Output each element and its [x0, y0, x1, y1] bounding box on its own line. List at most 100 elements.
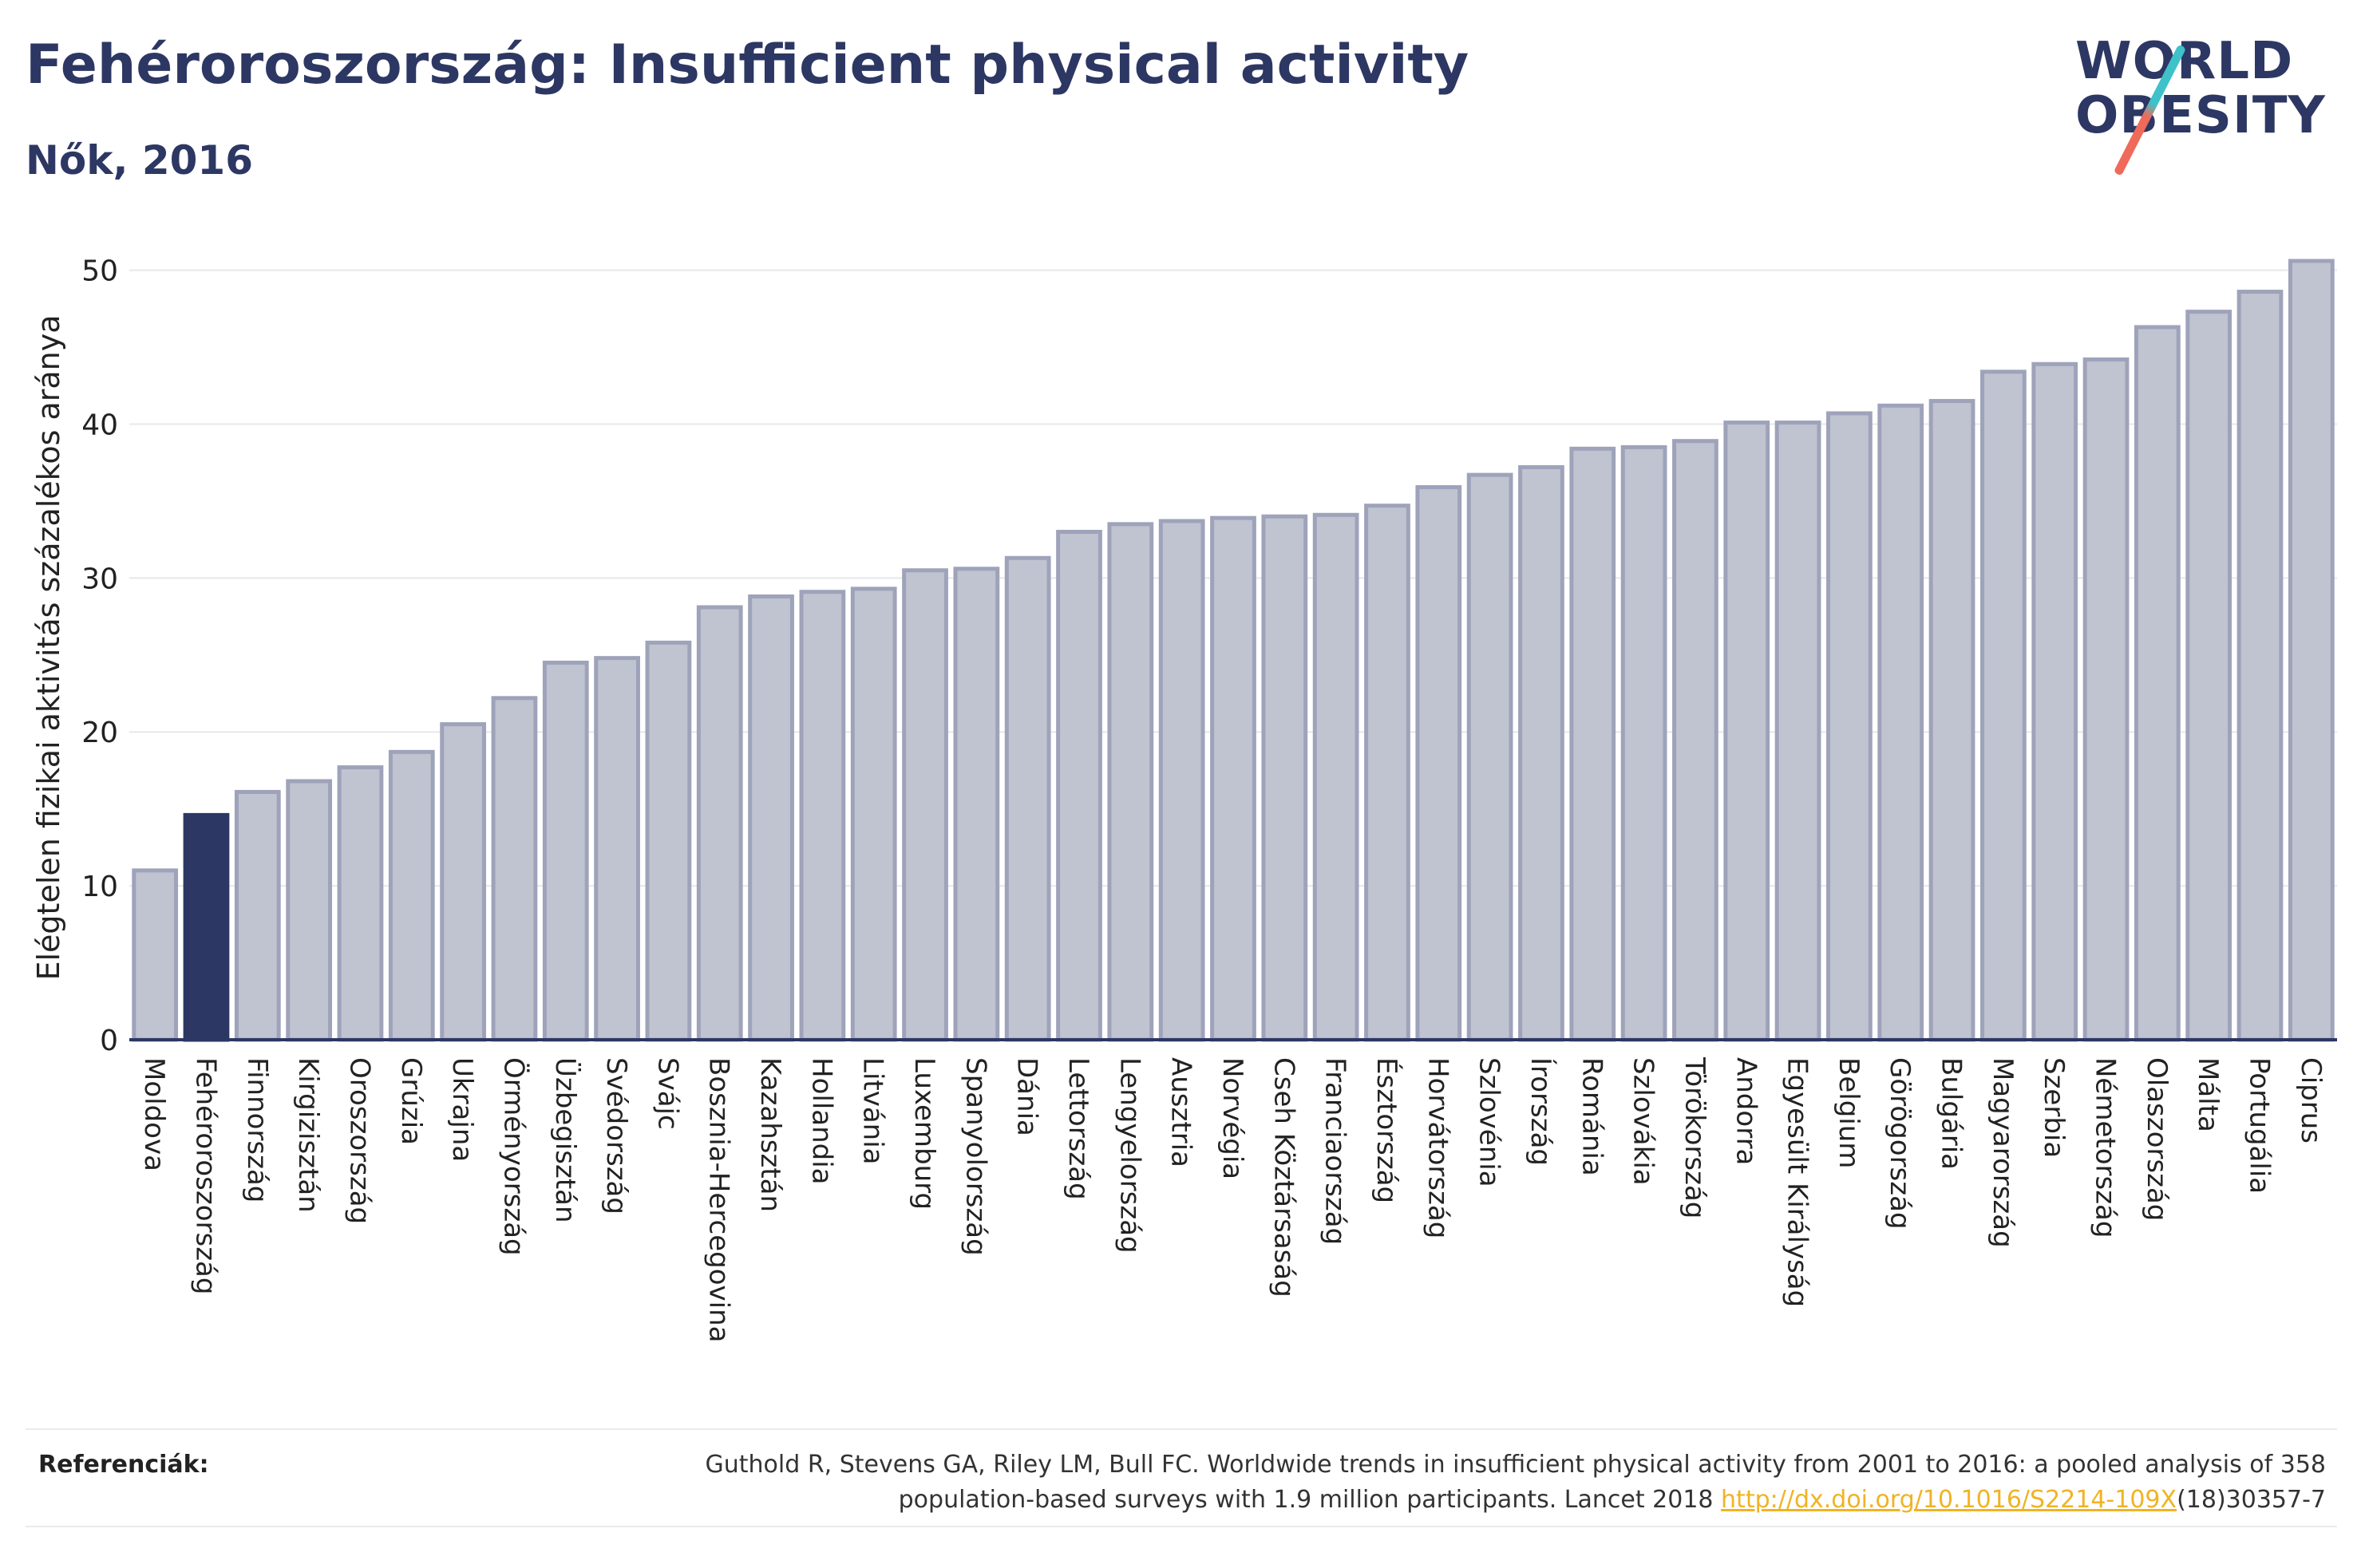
bar: [1466, 472, 1513, 1042]
x-tick-label: Oroszország: [343, 1057, 375, 1224]
bar: [1364, 504, 1410, 1042]
y-axis-label: Elégtelen fizikai aktivitás százalékos a…: [31, 314, 66, 980]
x-tick-label: Törökország: [1679, 1057, 1710, 1218]
reference-separator-bottom: [26, 1526, 2337, 1527]
y-tick-label: 20: [81, 717, 118, 749]
bar: [234, 789, 281, 1042]
bar: [1826, 411, 1873, 1042]
bar: [2134, 325, 2181, 1042]
bar: [2031, 361, 2078, 1042]
x-tick-label: Bulgária: [1936, 1057, 1968, 1170]
x-tick-label: Magyarország: [1987, 1057, 2019, 1248]
x-axis: Moldova Fehéroroszország Finnország Kirgizi…: [129, 1038, 2337, 1342]
x-tick-label: Dánia: [1011, 1057, 1043, 1136]
bar: [1107, 522, 1154, 1042]
x-tick-label: Fehéroroszország: [189, 1057, 221, 1294]
bar: [696, 605, 743, 1042]
x-tick-label: Ukrajna: [446, 1057, 478, 1162]
x-tick-label: Lettország: [1062, 1057, 1094, 1200]
y-tick-label: 50: [81, 255, 118, 288]
x-tick-label: Kirgizisztán: [292, 1057, 324, 1213]
bar: [1928, 399, 1975, 1042]
bar: [1004, 555, 1051, 1042]
bar: [799, 590, 846, 1042]
x-tick-label: Litvánia: [857, 1057, 889, 1165]
bar: [594, 656, 640, 1042]
bar: [1569, 446, 1616, 1042]
x-tick-label: Franciaország: [1319, 1057, 1351, 1245]
x-tick-label: Horvátország: [1422, 1057, 1453, 1238]
x-tick-label: Szlovénia: [1473, 1057, 1505, 1187]
x-tick-label: Bosznia-Hercegovina: [703, 1057, 735, 1342]
x-tick-label: Lengyelország: [1113, 1057, 1145, 1254]
bar: [1158, 519, 1205, 1042]
bar: [1672, 439, 1718, 1042]
bar: [132, 868, 179, 1042]
x-tick-label: Andorra: [1730, 1057, 1762, 1165]
x-tick-label: Svédország: [600, 1057, 632, 1215]
x-tick-label: Észtország: [1370, 1057, 1403, 1203]
bar-highlighted: [183, 812, 230, 1042]
world-obesity-logo: WORLD OBESITY: [2075, 32, 2347, 176]
bar: [286, 779, 333, 1042]
x-tick-label: Cseh Köztársaság: [1268, 1057, 1299, 1297]
chart-bars: [132, 259, 2335, 1042]
logo-line-1: WORLD: [2075, 32, 2294, 91]
bar: [1774, 421, 1821, 1042]
x-tick-label: Üzbegisztán: [549, 1057, 582, 1223]
x-tick-label: Grúzia: [395, 1057, 427, 1145]
x-tick-label: Finnország: [241, 1057, 273, 1203]
y-tick-label: 10: [81, 871, 118, 903]
bar: [1312, 512, 1359, 1042]
bar: [953, 567, 1000, 1042]
bar: [2236, 290, 2284, 1042]
bar: [748, 594, 794, 1042]
x-tick-label: Norvégia: [1216, 1057, 1248, 1179]
bar: [1056, 529, 1102, 1042]
x-tick-label: Örményország: [497, 1057, 530, 1256]
bar: [542, 660, 589, 1042]
x-tick-label: Németország: [2090, 1057, 2122, 1238]
bar: [1980, 369, 2027, 1042]
x-tick-label: Málta: [2192, 1057, 2224, 1132]
x-tick-label: Kazahsztán: [754, 1057, 786, 1212]
bar: [1723, 421, 1770, 1042]
logo-line-2: OBESITY: [2075, 86, 2326, 145]
chart-subtitle: Nők, 2016: [26, 137, 254, 184]
reference-line-2-pre: population-based surveys with 1.9 millio…: [898, 1486, 1722, 1514]
x-tick-label: Spanyolország: [959, 1057, 991, 1256]
y-axis: 0 10 20 30 40 50: [81, 255, 118, 1057]
bar: [388, 749, 435, 1042]
references-text: Guthold R, Stevens GA, Riley LM, Bull FC…: [490, 1448, 2326, 1518]
x-tick-label: Luxemburg: [908, 1057, 940, 1210]
y-tick-label: 40: [81, 409, 118, 441]
bar: [1261, 514, 1308, 1042]
bar: [902, 568, 948, 1042]
bar: [337, 765, 384, 1042]
reference-doi-link[interactable]: http://dx.doi.org/10.1016/S2214-109X: [1721, 1486, 2177, 1514]
bar: [850, 587, 897, 1042]
x-tick-label: Portugália: [2244, 1057, 2276, 1194]
x-tick-label: Olaszország: [2141, 1057, 2173, 1221]
x-tick-label: Egyesült Királyság: [1782, 1057, 1813, 1307]
bar: [645, 640, 692, 1042]
bar: [440, 722, 486, 1042]
x-tick-label: Görögország: [1884, 1057, 1916, 1230]
y-tick-label: 0: [100, 1025, 118, 1057]
bar: [1210, 515, 1256, 1042]
bar: [1415, 485, 1462, 1042]
bar: [2185, 310, 2232, 1042]
x-tick-label: Ciprus: [2295, 1057, 2327, 1143]
x-tick-label: Szerbia: [2038, 1057, 2070, 1158]
x-tick-label: Ausztria: [1165, 1057, 1197, 1167]
reference-line-2: population-based surveys with 1.9 millio…: [490, 1483, 2326, 1518]
reference-line-1: Guthold R, Stevens GA, Riley LM, Bull FC…: [705, 1451, 2326, 1479]
references-label: Referenciák:: [38, 1451, 209, 1479]
x-tick-label: Szlovákia: [1627, 1057, 1659, 1186]
x-tick-label: Svájc: [651, 1057, 683, 1130]
y-tick-label: 30: [81, 563, 118, 595]
x-tick-label: Moldova: [138, 1057, 170, 1171]
bar: [2288, 259, 2335, 1042]
bar: [1518, 464, 1564, 1042]
bar: [2082, 357, 2130, 1042]
